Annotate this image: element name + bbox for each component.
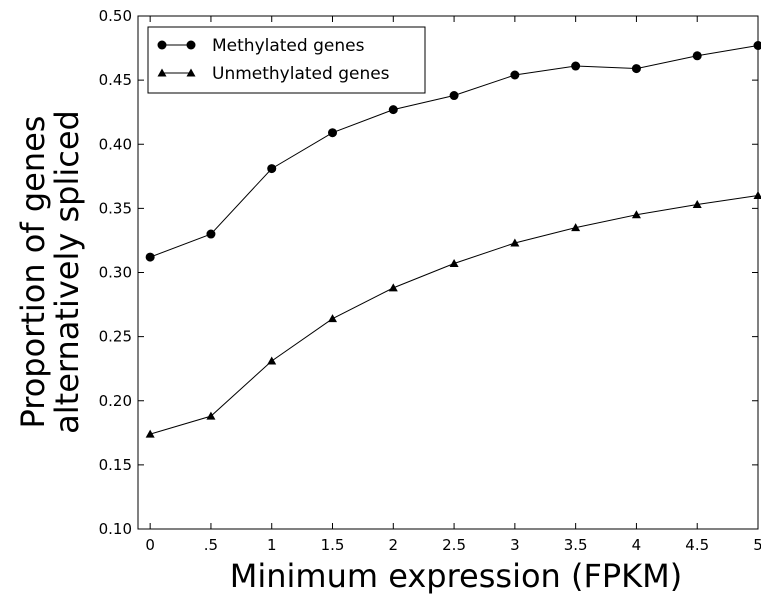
- legend-marker-circle: [158, 41, 167, 50]
- plot-area: [146, 41, 761, 438]
- x-tick-label: 4: [632, 536, 642, 554]
- data-point-methylated: [389, 105, 398, 114]
- data-point-methylated: [328, 128, 337, 137]
- y-tick-label: 0.40: [99, 135, 132, 153]
- data-point-methylated: [754, 41, 761, 50]
- y-tick-label: 0.45: [99, 71, 132, 89]
- legend-marker-circle: [187, 41, 196, 50]
- data-point-methylated: [693, 51, 702, 60]
- data-point-unmethylated: [754, 191, 761, 199]
- x-tick-label: 3.5: [564, 536, 588, 554]
- y-tick-label: 0.20: [99, 392, 132, 410]
- x-tick-label: .5: [204, 536, 218, 554]
- x-tick-label: 2.5: [442, 536, 466, 554]
- legend-label-methylated: Methylated genes: [212, 36, 365, 56]
- y-tick-label: 0.25: [99, 328, 132, 346]
- data-point-methylated: [206, 230, 215, 239]
- x-tick-label: 2: [389, 536, 399, 554]
- data-point-unmethylated: [450, 259, 459, 267]
- x-tick-label: 1: [267, 536, 277, 554]
- x-tick-label: 0: [145, 536, 155, 554]
- data-point-methylated: [632, 64, 641, 73]
- data-point-methylated: [510, 70, 519, 79]
- x-axis-title: Minimum expression (FPKM): [230, 557, 683, 594]
- y-tick-label: 0.50: [99, 7, 132, 25]
- y-tick-label: 0.15: [99, 456, 132, 474]
- data-point-unmethylated: [267, 356, 276, 364]
- data-point-unmethylated: [328, 314, 337, 322]
- data-point-methylated: [571, 62, 580, 71]
- data-point-methylated: [267, 164, 276, 173]
- x-tick-label: 3: [510, 536, 520, 554]
- data-point-unmethylated: [389, 283, 398, 291]
- y-axis-title-line-1: Proportion of genes: [14, 116, 52, 429]
- data-point-methylated: [146, 253, 155, 262]
- legend-label-unmethylated: Unmethylated genes: [212, 64, 390, 84]
- legend: Methylated genes Unmethylated genes: [148, 27, 425, 93]
- y-tick-label: 0.35: [99, 199, 132, 217]
- data-point-methylated: [450, 91, 459, 100]
- y-tick-label: 0.10: [99, 520, 132, 538]
- x-tick-label: 4.5: [685, 536, 709, 554]
- y-axis-title: Proportion of genes alternatively splice…: [14, 110, 86, 434]
- y-tick-label: 0.30: [99, 264, 132, 282]
- series-line-unmethylated: [150, 196, 758, 435]
- x-tick-label: 5: [753, 536, 761, 554]
- y-axis-title-line-2: alternatively spliced: [48, 110, 86, 434]
- x-tick-label: 1.5: [321, 536, 345, 554]
